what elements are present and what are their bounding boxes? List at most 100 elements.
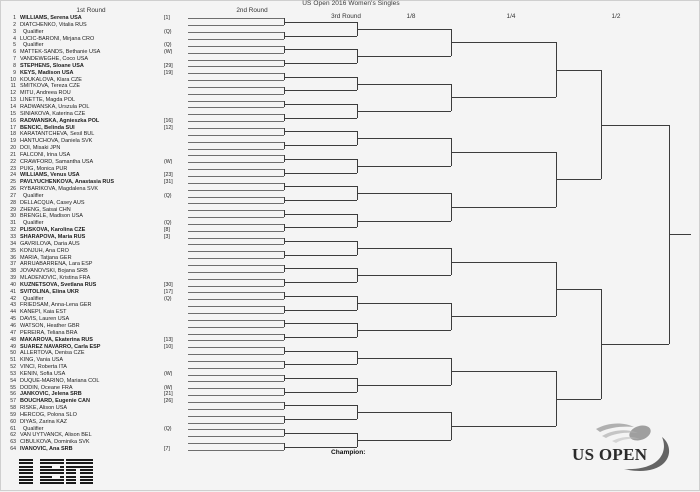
- draw-row[interactable]: 52 VINCI, Roberta ITA: [1, 364, 161, 371]
- draw-row[interactable]: 36 MARIA, Tatjana GER: [1, 255, 161, 262]
- ibm-logo-cutout: [76, 468, 80, 485]
- draw-row[interactable]: 1 WILLIAMS, Serena USA: [1, 15, 161, 22]
- player-name: SHARAPOVA, Maria RUS: [20, 234, 86, 240]
- player-name: Qualifier: [23, 28, 44, 35]
- draw-row[interactable]: 39 MLADENOVIC, Kristina FRA: [1, 275, 161, 282]
- draw-row[interactable]: 8 STEPHENS, Sloane USA: [1, 63, 161, 70]
- bracket-hline: [188, 416, 284, 417]
- draw-row[interactable]: 38 JOVANOVSKI, Bojana SRB: [1, 268, 161, 275]
- bracket-hline: [188, 142, 284, 143]
- draw-row[interactable]: 50 ALLERTOVA, Denisa CZE: [1, 350, 161, 357]
- draw-row[interactable]: 9 KEYS, Madison USA: [1, 70, 161, 77]
- bracket-vline: [451, 84, 452, 111]
- draw-position-number: 23: [10, 165, 16, 172]
- player-name: VINCI, Roberta ITA: [20, 364, 67, 371]
- draw-row[interactable]: 32 PLISKOVA, Karolina CZE: [1, 227, 161, 234]
- draw-row[interactable]: 2 DIATCHENKO, Vitalia RUS: [1, 22, 161, 29]
- draw-row[interactable]: 4 LUCIC-BARONI, Mirjana CRO: [1, 36, 161, 43]
- draw-position-number: 33: [10, 234, 16, 240]
- draw-row[interactable]: 53 KENIN, Sofia USA: [1, 371, 161, 378]
- draw-row[interactable]: 11 SMITKOVA, Tereza CZE: [1, 83, 161, 90]
- seed-tag: [161, 323, 187, 330]
- draw-row[interactable]: 43 FRIEDSAM, Anna-Lena GER: [1, 302, 161, 309]
- draw-row[interactable]: 60 DIYAS, Zarina KAZ: [1, 419, 161, 426]
- bracket-hline: [284, 36, 357, 37]
- draw-position-number: 50: [10, 350, 16, 357]
- draw-row[interactable]: 51 KING, Vania USA: [1, 357, 161, 364]
- draw-row[interactable]: 45 DAVIS, Lauren USA: [1, 316, 161, 323]
- draw-row[interactable]: 6 MATTEK-SANDS, Bethanie USA: [1, 49, 161, 56]
- bracket-hline: [188, 334, 284, 335]
- draw-row[interactable]: 17 BENCIC, Belinda SUI: [1, 125, 161, 132]
- draw-row[interactable]: 20 DOI, Misaki JPN: [1, 145, 161, 152]
- draw-row[interactable]: 64 IVANOVIC, Ana SRB: [1, 446, 161, 453]
- bracket-vline: [284, 320, 285, 327]
- bracket-vline: [284, 128, 285, 135]
- draw-row[interactable]: 42 Qualifier: [1, 296, 161, 303]
- draw-row[interactable]: 33 SHARAPOVA, Maria RUS: [1, 234, 161, 241]
- draw-row[interactable]: 62 VAN UYTVANCK, Alison BEL: [1, 432, 161, 439]
- player-name: BOUCHARD, Eugenie CAN: [20, 398, 90, 405]
- draw-row[interactable]: 56 JANKOVIC, Jelena SRB: [1, 391, 161, 398]
- draw-row[interactable]: 23 PUIG, Monica PUR: [1, 166, 161, 173]
- bracket-hline: [188, 327, 284, 328]
- draw-row[interactable]: 30 BRENGLE, Madison USA: [1, 213, 161, 220]
- draw-row[interactable]: 57 BOUCHARD, Eugenie CAN: [1, 398, 161, 405]
- draw-row[interactable]: 41 SVITOLINA, Elina UKR: [1, 289, 161, 296]
- draw-row[interactable]: 63 CIBULKOVA, Dominika SVK: [1, 439, 161, 446]
- bracket-hline: [188, 381, 284, 382]
- draw-row[interactable]: 24 WILLIAMS, Venus USA: [1, 172, 161, 179]
- draw-row[interactable]: 58 RISKE, Alison USA: [1, 405, 161, 412]
- draw-position-number: 11: [10, 83, 16, 90]
- bracket-vline: [451, 303, 452, 330]
- draw-row[interactable]: 27 Qualifier: [1, 193, 161, 200]
- draw-row[interactable]: 44 KANEPI, Kaia EST: [1, 309, 161, 316]
- bracket-hline: [188, 368, 284, 369]
- draw-row[interactable]: 49 SUAREZ NAVARRO, Carla ESP: [1, 344, 161, 351]
- draw-position-number: 51: [10, 357, 16, 364]
- draw-row[interactable]: 3 Qualifier: [1, 29, 161, 36]
- player-name: WILLIAMS, Serena USA: [20, 15, 82, 21]
- ibm-logo-stripe: [19, 462, 93, 465]
- draw-row[interactable]: 19 HANTUCHOVA, Daniela SVK: [1, 138, 161, 145]
- draw-row[interactable]: 37 ARRUABARRENA, Lara ESP: [1, 261, 161, 268]
- bracket-hline: [357, 84, 451, 85]
- draw-row[interactable]: 35 KONJUH, Ana CRO: [1, 248, 161, 255]
- draw-position-number: 42: [10, 295, 16, 302]
- bracket-vline: [357, 351, 358, 364]
- draw-row[interactable]: 10 KOUKALOVA, Klara CZE: [1, 77, 161, 84]
- draw-row[interactable]: 15 SINIAKOVA, Katerina CZE: [1, 111, 161, 118]
- draw-row[interactable]: 28 DELLACQUA, Casey AUS: [1, 200, 161, 207]
- player-name: MATTEK-SANDS, Bethanie USA: [20, 49, 101, 56]
- draw-row[interactable]: 48 MAKAROVA, Ekaterina RUS: [1, 337, 161, 344]
- draw-row[interactable]: 26 RYBARIKOVA, Magdalena SVK: [1, 186, 161, 193]
- draw-row[interactable]: 21 FALCONI, Irina USA: [1, 152, 161, 159]
- draw-row[interactable]: 22 CRAWFORD, Samantha USA: [1, 159, 161, 166]
- draw-row[interactable]: 54 DUQUE-MARINO, Mariana COL: [1, 378, 161, 385]
- draw-row[interactable]: 34 GAVRILOVA, Daria AUS: [1, 241, 161, 248]
- draw-row[interactable]: 47 PEREIRA, Teliana BRA: [1, 330, 161, 337]
- draw-row[interactable]: 61 Qualifier: [1, 426, 161, 433]
- draw-row[interactable]: 59 HERCOG, Polona SLO: [1, 412, 161, 419]
- bracket-hline: [284, 90, 357, 91]
- bracket-hline: [601, 125, 669, 126]
- draw-row[interactable]: 40 KUZNETSOVA, Svetlana RUS: [1, 282, 161, 289]
- draw-row[interactable]: 55 DODIN, Oceane FRA: [1, 385, 161, 392]
- draw-row[interactable]: 29 ZHENG, Saisai CHN: [1, 207, 161, 214]
- draw-row[interactable]: 31 Qualifier: [1, 220, 161, 227]
- bracket-hline: [188, 251, 284, 252]
- usopen-logo: US OPEN: [566, 419, 691, 481]
- draw-position-number: 29: [10, 206, 16, 213]
- draw-row[interactable]: 25 PAVLYUCHENKOVA, Anastasia RUS: [1, 179, 161, 186]
- draw-row[interactable]: 14 RADWANSKA, Urszula POL: [1, 104, 161, 111]
- bracket-vline: [284, 402, 285, 409]
- draw-row[interactable]: 46 WATSON, Heather GBR: [1, 323, 161, 330]
- draw-row[interactable]: 16 RADWANSKA, Agnieszka POL: [1, 118, 161, 125]
- seed-tag: [161, 302, 187, 309]
- draw-row[interactable]: 13 LINETTE, Magda POL: [1, 97, 161, 104]
- draw-row[interactable]: 7 VANDEWEGHE, Coco USA: [1, 56, 161, 63]
- round-header-2nd: 2nd Round: [236, 7, 268, 14]
- draw-row[interactable]: 12 MITU, Andreea ROU: [1, 90, 161, 97]
- draw-row[interactable]: 5 Qualifier: [1, 42, 161, 49]
- draw-row[interactable]: 18 KARATANTCHEVA, Sesil BUL: [1, 131, 161, 138]
